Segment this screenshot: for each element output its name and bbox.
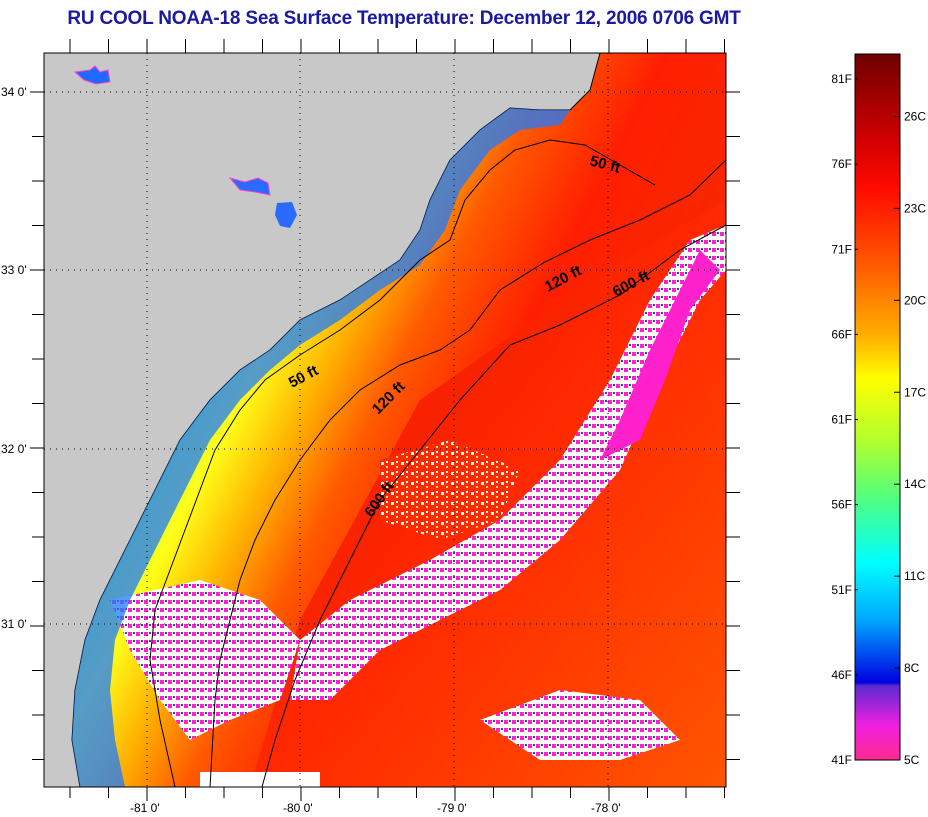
cloud-patch-inner <box>380 440 520 540</box>
cloud-strip-bottom <box>200 772 320 787</box>
colorbar-f-label: 81F <box>831 72 852 86</box>
colorbar-f-label: 56F <box>831 498 852 512</box>
lat-label-33: 33 0' <box>1 263 27 277</box>
lon-label-79: -79 0' <box>437 801 467 815</box>
lat-label-32: 32 0' <box>1 442 27 456</box>
contour-50ft <box>149 139 656 788</box>
colorbar-ticks <box>855 78 900 676</box>
colorbar-c-label: 5C <box>904 753 920 767</box>
contour-120ft <box>209 159 727 788</box>
lon-label-80: -80 0' <box>283 801 313 815</box>
colorbar-f-label: 66F <box>831 327 852 341</box>
colorbar-fahrenheit-labels: 81F 76F 71F 66F 61F 56F 51F 46F 41F <box>831 72 852 767</box>
colorbar-f-label: 46F <box>831 668 852 682</box>
colorbar: 81F 76F 71F 66F 61F 56F 51F 46F 41F 26C 23C 20C 17C… <box>831 53 926 767</box>
colorbar-c-label: 17C <box>904 385 926 399</box>
colorbar-c-label: 26C <box>904 109 926 123</box>
lon-label-81: -81 0' <box>130 801 160 815</box>
contour-600ft <box>261 224 727 788</box>
colorbar-f-label: 71F <box>831 242 852 256</box>
colorbar-c-label: 11C <box>904 569 925 583</box>
colorbar-c-label: 23C <box>904 201 926 215</box>
map-title: RU COOL NOAA-18 Sea Surface Temperature:… <box>67 8 741 29</box>
colorbar-c-label: 20C <box>904 293 926 307</box>
cloud-band-outer <box>290 225 726 700</box>
lake-water-2 <box>228 177 271 196</box>
colorbar-f-label: 51F <box>831 583 852 597</box>
colorbar-celsius-labels: 26C 23C 20C 17C 14C 11C 8C 5C <box>904 109 926 767</box>
lat-label-31: 31 0' <box>1 617 27 631</box>
graticule <box>44 53 726 787</box>
sst-map: 34 0' 33 0' 32 0' 31 0' -81 0' -80 0' -7… <box>1 39 740 815</box>
cloud-patch-south <box>480 690 680 760</box>
colorbar-f-label: 41F <box>831 753 852 767</box>
plot-frame <box>43 52 727 788</box>
lat-label-34: 34 0' <box>1 85 27 99</box>
colorbar-c-label: 8C <box>904 661 920 675</box>
colorbar-f-label: 76F <box>831 157 852 171</box>
lake-water-3 <box>275 202 297 228</box>
cloud-band-pink <box>600 250 720 460</box>
colorbar-gradient <box>854 53 901 761</box>
land-mass <box>44 53 600 787</box>
lon-label-78: -78 0' <box>591 801 621 815</box>
cloud-patch-sw <box>110 580 300 740</box>
colorbar-c-label: 14C <box>904 477 926 491</box>
lake-water-1 <box>73 65 111 85</box>
axis-ticks <box>30 39 740 801</box>
colorbar-f-label: 61F <box>831 413 852 427</box>
